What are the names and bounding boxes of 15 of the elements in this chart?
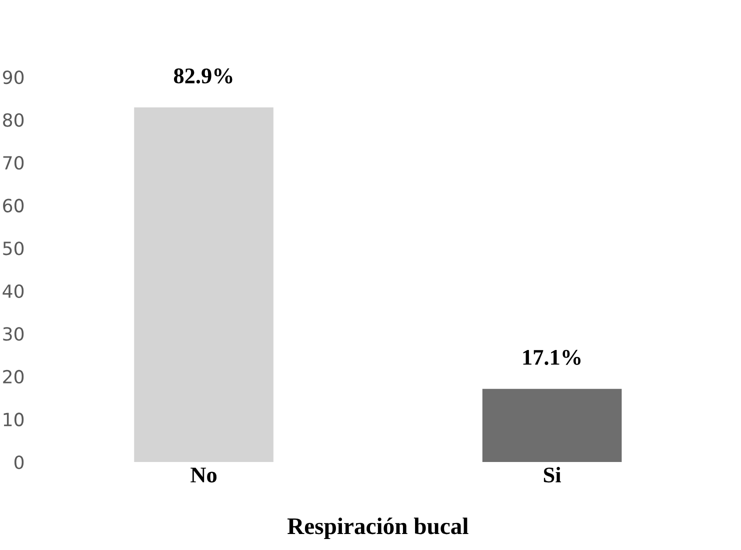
y-tick-label: 30 — [3, 327, 24, 341]
y-tick-label: 0 — [14, 455, 24, 470]
x-tick-label: No — [190, 468, 217, 482]
y-tick-label: 70 — [3, 156, 24, 170]
y-tick-label: 90 — [2, 70, 24, 84]
y-tick-label: 50 — [3, 242, 24, 256]
data-label: 82.9% — [174, 68, 232, 84]
data-label: 17.1% — [523, 350, 581, 365]
y-tick-label: 60 — [3, 198, 24, 212]
y-tick-label: 10 — [4, 412, 24, 426]
y-tick-label: 40 — [2, 284, 24, 298]
x-axis-title: Respiración bucal — [287, 518, 468, 540]
x-tick-label: Si — [544, 466, 561, 482]
y-tick-label: 20 — [3, 370, 24, 384]
y-tick-label: 80 — [3, 113, 24, 127]
